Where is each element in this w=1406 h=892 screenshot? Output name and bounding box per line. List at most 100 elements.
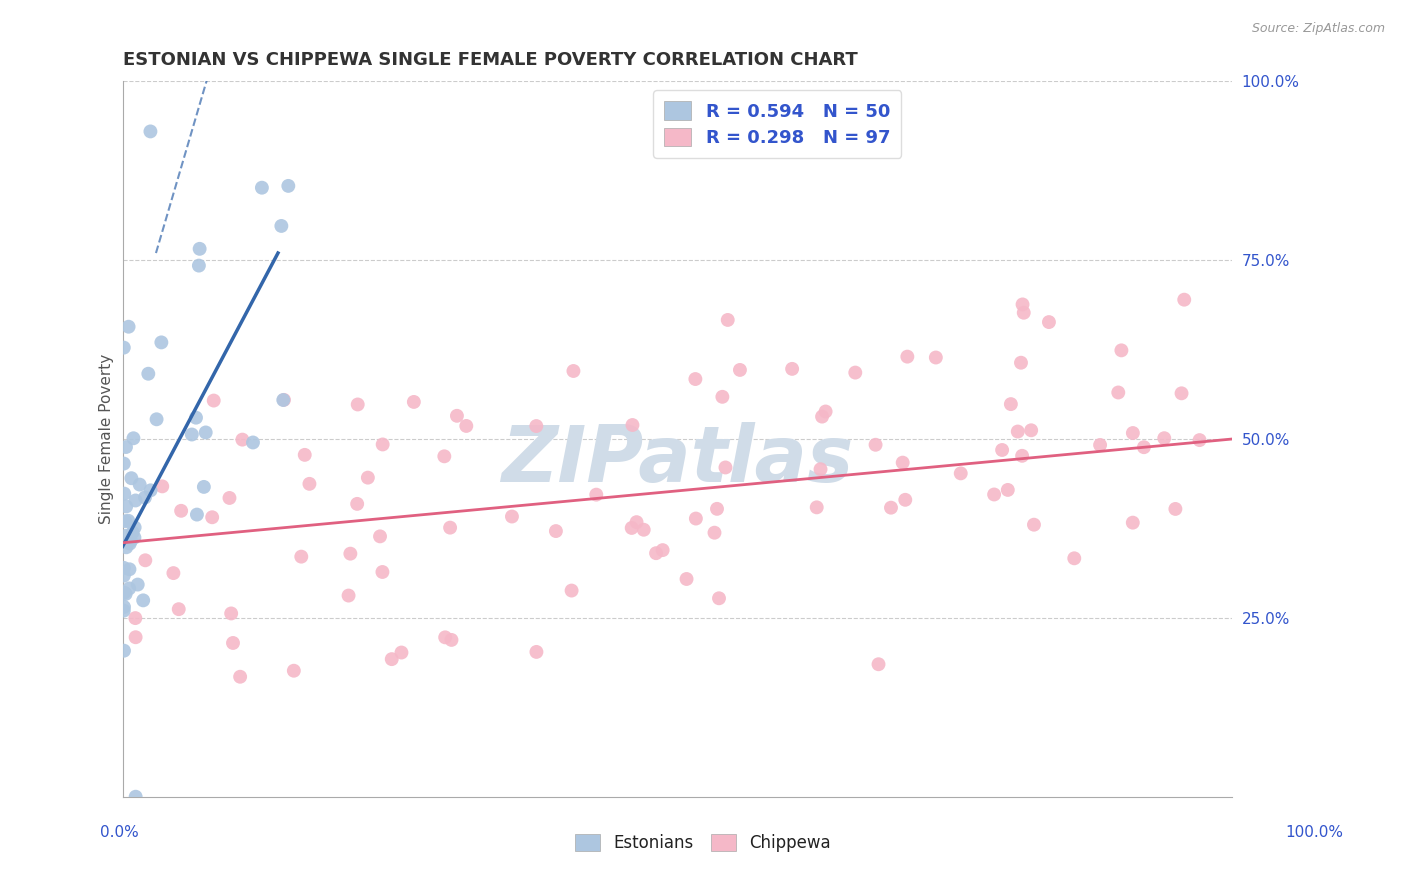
Point <box>112 486 135 500</box>
Point <box>112 599 135 614</box>
Point <box>294 448 316 462</box>
Point <box>115 500 138 514</box>
Point <box>117 514 139 528</box>
Point <box>219 607 242 621</box>
Point <box>145 412 167 426</box>
Point <box>381 652 404 666</box>
Point <box>136 367 159 381</box>
Text: ESTONIAN VS CHIPPEWA SINGLE FEMALE POVERTY CORRELATION CHART: ESTONIAN VS CHIPPEWA SINGLE FEMALE POVER… <box>122 51 858 69</box>
Point <box>134 491 156 505</box>
Point <box>122 431 145 445</box>
Point <box>621 417 644 432</box>
Point <box>562 364 585 378</box>
Point <box>187 259 209 273</box>
Text: 100.0%: 100.0% <box>1285 825 1344 839</box>
Point <box>1012 306 1035 320</box>
Point <box>439 521 461 535</box>
Point <box>1011 449 1033 463</box>
Point <box>150 479 173 493</box>
Point <box>1011 297 1033 311</box>
Point <box>810 462 832 476</box>
Point <box>446 409 468 423</box>
Point <box>1188 433 1211 447</box>
Legend: R = 0.594   N = 50, R = 0.298   N = 97: R = 0.594 N = 50, R = 0.298 N = 97 <box>654 90 901 158</box>
Point <box>118 582 141 596</box>
Point <box>524 419 547 434</box>
Point <box>117 319 139 334</box>
Point <box>124 493 146 508</box>
Point <box>1010 356 1032 370</box>
Point <box>1063 551 1085 566</box>
Legend: Estonians, Chippewa: Estonians, Chippewa <box>569 827 837 859</box>
Point <box>162 566 184 580</box>
Point <box>124 611 146 625</box>
Point <box>139 124 162 138</box>
Point <box>402 395 425 409</box>
Point <box>193 480 215 494</box>
Point <box>118 536 141 550</box>
Point <box>434 631 457 645</box>
Point <box>229 670 252 684</box>
Point <box>1170 386 1192 401</box>
Point <box>1122 425 1144 440</box>
Point <box>127 577 149 591</box>
Point <box>1133 440 1156 454</box>
Point <box>440 632 463 647</box>
Point <box>112 457 135 471</box>
Point <box>120 471 142 485</box>
Point <box>277 178 299 193</box>
Point <box>114 529 136 543</box>
Point <box>585 488 607 502</box>
Point <box>115 440 138 454</box>
Point <box>371 565 394 579</box>
Point <box>112 643 135 657</box>
Point <box>271 392 294 407</box>
Point <box>685 372 707 386</box>
Point <box>167 602 190 616</box>
Point <box>983 487 1005 501</box>
Point <box>120 533 142 548</box>
Point <box>112 568 135 582</box>
Point <box>194 425 217 440</box>
Point <box>620 521 643 535</box>
Point <box>124 789 146 804</box>
Point <box>456 419 478 434</box>
Point <box>1019 423 1042 437</box>
Point <box>222 636 245 650</box>
Point <box>124 531 146 545</box>
Point <box>180 427 202 442</box>
Point <box>1007 425 1029 439</box>
Point <box>707 591 730 606</box>
Point <box>202 393 225 408</box>
Point <box>290 549 312 564</box>
Point <box>346 497 368 511</box>
Y-axis label: Single Female Poverty: Single Female Poverty <box>100 354 114 524</box>
Point <box>339 547 361 561</box>
Point <box>991 442 1014 457</box>
Point <box>124 520 146 534</box>
Point <box>626 515 648 529</box>
Point <box>128 477 150 491</box>
Point <box>997 483 1019 497</box>
Text: 0.0%: 0.0% <box>100 825 139 839</box>
Point <box>717 313 740 327</box>
Point <box>346 397 368 411</box>
Point <box>337 589 360 603</box>
Point <box>814 404 837 418</box>
Point <box>811 409 834 424</box>
Point <box>112 604 135 618</box>
Point <box>112 561 135 575</box>
Point <box>1111 343 1133 358</box>
Text: ZIPatlas: ZIPatlas <box>501 423 853 499</box>
Text: Source: ZipAtlas.com: Source: ZipAtlas.com <box>1251 22 1385 36</box>
Point <box>371 437 394 451</box>
Point <box>242 435 264 450</box>
Point <box>270 219 292 233</box>
Point <box>134 553 156 567</box>
Point <box>844 366 866 380</box>
Point <box>433 450 456 464</box>
Point <box>868 657 890 672</box>
Point <box>703 525 725 540</box>
Point <box>891 456 914 470</box>
Point <box>298 476 321 491</box>
